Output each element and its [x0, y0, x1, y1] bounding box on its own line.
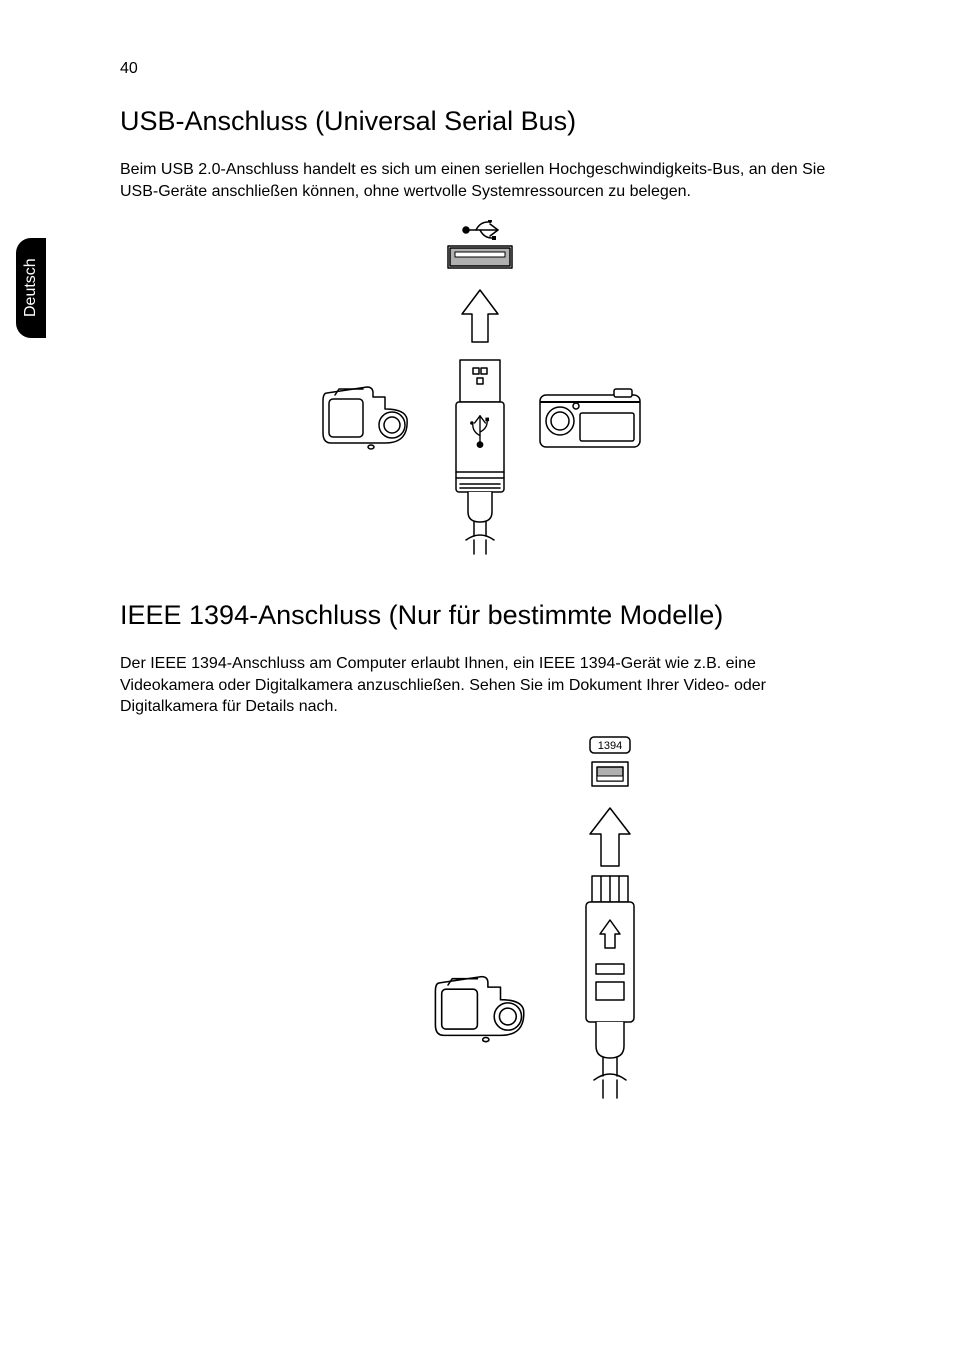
arrow-up-icon: [590, 808, 630, 866]
usb-diagram: [120, 220, 840, 560]
ieee1394-diagram: 1394: [260, 736, 840, 1136]
usb-heading: USB-Anschluss (Universal Serial Bus): [120, 106, 840, 137]
port-label-1394: 1394: [590, 737, 630, 753]
usb-body: Beim USB 2.0-Anschluss handelt es sich u…: [120, 159, 840, 202]
ieee1394-body: Der IEEE 1394-Anschluss am Computer erla…: [120, 653, 840, 718]
page-content: USB-Anschluss (Universal Serial Bus) Bei…: [120, 106, 840, 1176]
svg-text:1394: 1394: [598, 740, 622, 752]
page-number: 40: [120, 60, 138, 78]
firewire-plug-icon: [586, 876, 634, 1022]
language-tab-label: Deutsch: [16, 238, 46, 338]
usb-port-icon: [448, 246, 512, 268]
language-tab: Deutsch: [16, 238, 46, 338]
camcorder-icon: [435, 977, 523, 1042]
cable-icon: [594, 1022, 626, 1098]
camcorder-icon: [323, 387, 407, 449]
compact-camera-icon: [540, 389, 640, 447]
ieee1394-heading: IEEE 1394-Anschluss (Nur für bestimmte M…: [120, 600, 840, 631]
usb-plug-icon: [456, 360, 504, 492]
firewire-port-icon: [592, 762, 628, 786]
arrow-up-icon: [462, 290, 498, 342]
usb-symbol-icon: [463, 220, 498, 240]
cable-icon: [466, 492, 494, 554]
